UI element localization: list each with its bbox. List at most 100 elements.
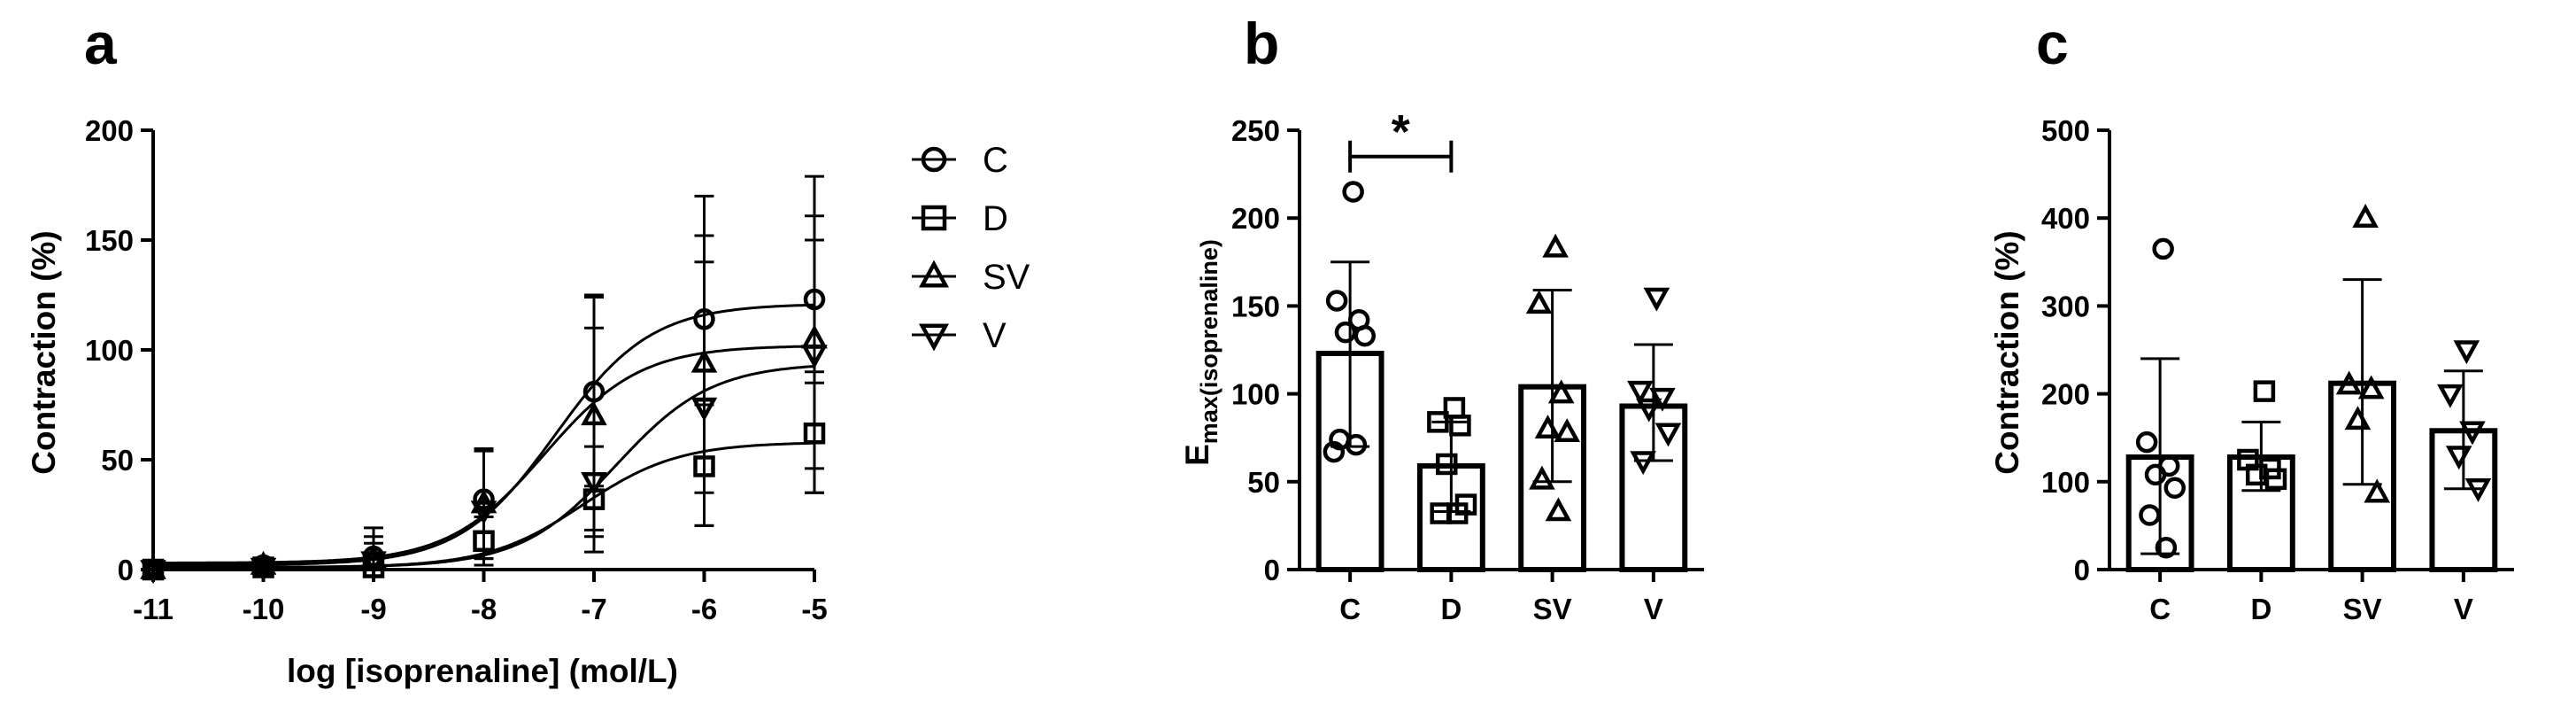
panel-c-y-tick-label: 100: [2041, 466, 2090, 499]
panel-b-point-v: [1643, 287, 1670, 312]
series-v-point: [140, 560, 166, 585]
panel-b-y-axis-label-sub: max(isoprenaline): [1196, 239, 1222, 444]
panel-a-y-tick-label: 200: [85, 114, 134, 147]
panel-b-point-c: [1323, 440, 1346, 463]
panel-c-point-d: [2253, 380, 2276, 402]
panel-a-legend: CD SV V: [912, 141, 1030, 355]
legend-marker-d: [921, 205, 947, 231]
panel-b-point-sv: [1545, 497, 1572, 522]
panel-c-point-v: [2453, 340, 2480, 365]
panel-b-x-tick-label-c: C: [1339, 593, 1361, 625]
legend-marker-c: [921, 146, 947, 173]
panel-b-group-v: V: [1619, 287, 1688, 625]
panel-c-group-v: V: [2429, 340, 2498, 625]
panel-b-point-c: [1345, 433, 1368, 456]
panel-b-point-sv: [1547, 379, 1575, 404]
panel-label-c: c: [2036, 11, 2069, 76]
panel-b-point-sv: [1529, 465, 1555, 490]
panel-b-point-d: [1446, 502, 1469, 524]
panel-c-point-c: [2144, 463, 2167, 486]
panel-a-x-tick-label: -6: [691, 593, 717, 625]
panel-b-point-sv: [1554, 418, 1581, 442]
panel-b-y-tick-label: 200: [1231, 202, 1280, 235]
panel-c: c Contraction (%) 0 100 200 300 400 500 C D SV V: [1989, 11, 2514, 625]
panel-b-y-tick-label: 50: [1247, 466, 1280, 499]
panel-a-x-axis-label: log [isoprenaline] (mol/L): [287, 653, 678, 689]
panel-c-point-c: [2152, 237, 2174, 260]
panel-c-point-c: [2155, 536, 2178, 559]
panel-b-group-d: D: [1416, 397, 1485, 625]
panel-label-a: a: [84, 11, 118, 76]
panel-c-point-v: [2459, 421, 2486, 446]
panel-c-point-d: [2264, 468, 2287, 491]
panel-b-y-tick-label: 100: [1231, 378, 1280, 411]
panel-c-x-tick-label-c: C: [2149, 593, 2171, 625]
series-v-point: [360, 551, 387, 576]
panel-c-y-tick-label: 0: [2074, 554, 2090, 586]
panel-c-y-tick-label: 200: [2041, 378, 2090, 411]
legend-label-sv: SV: [983, 258, 1030, 297]
panel-a-y-tick-label: 100: [85, 334, 134, 367]
panel-b-point-sv: [1534, 415, 1562, 439]
panel-c-group-d: D: [2226, 380, 2295, 625]
panel-b-point-c: [1334, 321, 1357, 344]
series-v-point: [250, 557, 277, 582]
panel-b-point-c: [1325, 290, 1348, 312]
panel-a-plot: 0 50 100 150 200 -11 -10 -9 -8 -7 -6 -5: [85, 114, 828, 625]
panel-label-b: b: [1244, 11, 1279, 76]
panel-b-y-axis-label: Emax(isoprenaline): [1179, 239, 1222, 466]
panel-c-y-tick-label: 500: [2041, 114, 2090, 147]
panel-b-y-tick-label: 150: [1231, 290, 1280, 322]
significance-bracket: *: [1348, 105, 1454, 173]
panel-a-y-axis-label: Contraction (%): [26, 230, 62, 474]
panel-b-point-d: [1449, 415, 1471, 437]
panel-b-point-v: [1627, 380, 1654, 405]
panel-b-group-c: C: [1315, 181, 1384, 625]
panel-b-point-sv: [1525, 290, 1553, 314]
series-v-point: [470, 500, 497, 525]
legend-marker-sv: [918, 260, 950, 288]
legend-label-d: D: [983, 199, 1008, 238]
panel-c-point-c: [2135, 431, 2158, 454]
series-v-point: [801, 345, 828, 369]
panel-a: a log [isoprenaline] (mol/L) Contraction…: [26, 11, 1030, 689]
significance-label: *: [1392, 105, 1410, 159]
panel-c-point-c: [2163, 477, 2187, 499]
panel-c-point-v: [2437, 384, 2464, 408]
panel-b-point-c: [1342, 181, 1364, 203]
panel-a-y-tick-label: 150: [85, 224, 134, 257]
series-v-point: [581, 472, 607, 496]
panel-c-y-tick-label: 400: [2041, 202, 2090, 235]
panel-b-plot: 0 50 100 150 200 250 C D SV V *: [1231, 105, 1704, 625]
panel-b-y-tick-label: 250: [1231, 114, 1280, 147]
panel-c-x-tick-label-sv: SV: [2343, 593, 2382, 625]
panel-b-y-axis-label-main: E: [1179, 444, 1215, 466]
panel-a-x-tick-label: -10: [243, 593, 285, 625]
panel-c-plot: 0 100 200 300 400 500 C D SV V: [2041, 114, 2514, 625]
panel-c-point-sv: [2344, 406, 2372, 431]
panel-c-point-sv: [2335, 370, 2363, 395]
panel-b-x-tick-label-sv: SV: [1533, 593, 1572, 625]
panel-a-x-tick-label: -5: [801, 593, 827, 625]
panel-c-y-tick-label: 300: [2041, 290, 2090, 322]
panel-b-point-d: [1435, 453, 1458, 476]
panel-c-point-c: [2139, 504, 2161, 526]
panel-c-point-sv: [2357, 375, 2385, 400]
panel-c-group-c: C: [2125, 237, 2194, 625]
legend-label-c: C: [983, 141, 1008, 180]
panel-a-y-tick-label: 50: [101, 444, 134, 477]
panel-b-point-sv: [1542, 233, 1569, 258]
panel-b-x-tick-label-d: D: [1440, 593, 1462, 625]
panel-c-x-tick-label-v: V: [2454, 593, 2473, 625]
series-v-point: [690, 397, 718, 422]
panel-b: b Emax(isoprenaline) 0 50 100 150 200 250 C D SV…: [1179, 11, 1704, 625]
panel-b-point-v: [1635, 398, 1662, 423]
panel-a-x-tick-label: -7: [581, 593, 606, 625]
legend-marker-v: [918, 323, 950, 352]
panel-a-x-tick-label: -9: [360, 593, 386, 625]
panel-c-group-sv: SV: [2328, 204, 2397, 625]
panel-c-point-v: [2445, 446, 2472, 470]
panel-b-point-v: [1630, 451, 1656, 476]
panel-c-y-axis-label: Contraction (%): [1989, 230, 2025, 474]
